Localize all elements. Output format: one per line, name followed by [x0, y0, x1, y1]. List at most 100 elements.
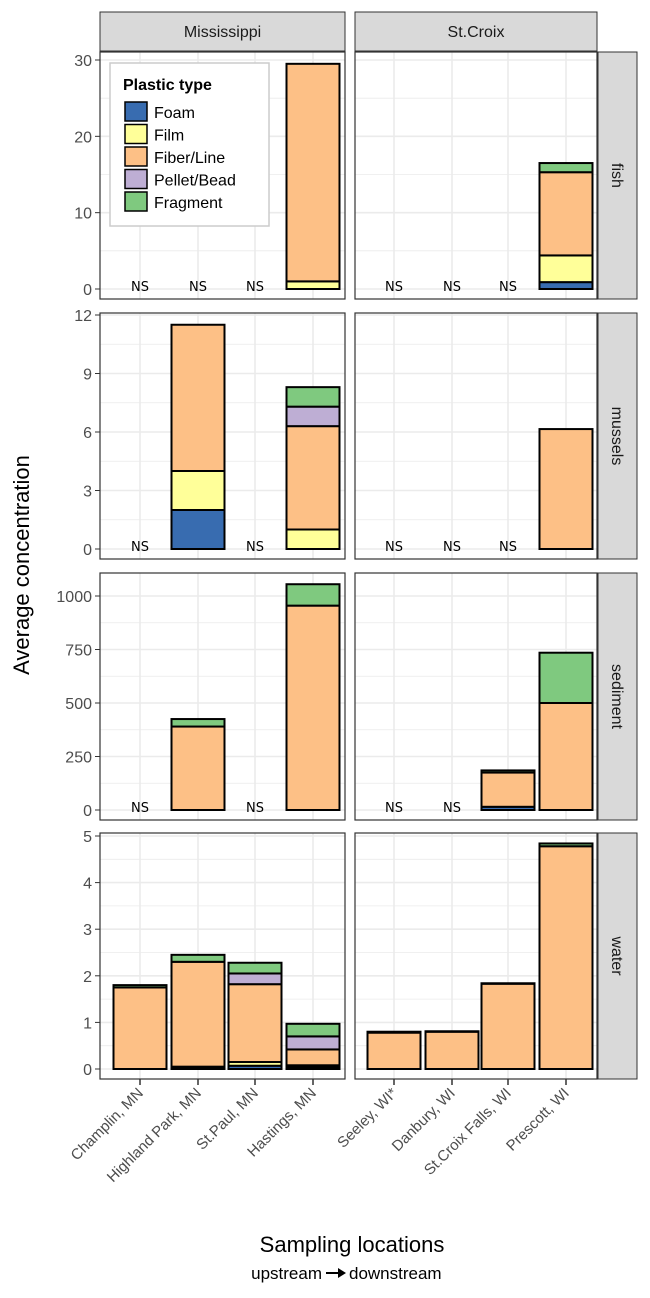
bar-segment-fragment: [112, 984, 168, 989]
not-sampled-label: NS: [385, 540, 403, 555]
facet-strip-mississippi: [99, 11, 346, 52]
bar-segment-fiber-line: [480, 982, 536, 1070]
not-sampled-label: NS: [443, 540, 461, 555]
bar-segment-fiber-line: [366, 1031, 422, 1070]
bar-segment-fragment: [170, 718, 226, 728]
arrow-right-icon: [326, 1268, 346, 1278]
bar-segment-fiber-line: [285, 425, 341, 531]
panel-border: [99, 832, 346, 1080]
not-sampled-label: NS: [499, 540, 517, 555]
y-tick-label: 3: [83, 922, 92, 939]
legend: Plastic type Foam Film Fiber/Line Pellet/Bea…: [109, 62, 270, 227]
facet-strip-label: water: [608, 935, 625, 976]
facet-strip-water: [597, 832, 638, 1080]
bar-segment-fiber-line: [480, 771, 536, 808]
legend-key-film: [124, 123, 148, 145]
bar-segment-film: [285, 280, 341, 291]
y-tick-label: 4: [83, 876, 92, 893]
panel-mississippi-sediment: NS NS: [99, 572, 346, 821]
bar-segment-film: [170, 470, 226, 511]
legend-title: Plastic type: [123, 77, 212, 94]
bar-segment-pellet-bead: [285, 1035, 341, 1051]
not-sampled-label: NS: [499, 280, 517, 295]
y-tick-label: 5: [83, 829, 92, 846]
not-sampled-label: NS: [385, 280, 403, 295]
panel-mississippi-water: [99, 832, 346, 1080]
bar-segment-fiber-line: [285, 62, 341, 283]
y-tick-label: 3: [83, 484, 92, 501]
legend-key-foam: [124, 101, 148, 122]
y-axis-title: Average concentration: [9, 455, 34, 675]
bar-segment-fiber-line: [538, 171, 594, 257]
bar-segment-fragment: [424, 1030, 480, 1033]
bar-segment-fragment: [480, 769, 536, 774]
bar-segment-foam: [170, 509, 226, 550]
y-tick-label: 1: [83, 1015, 92, 1032]
panel-stcroix-fish: NS NS NS: [354, 51, 598, 300]
y-tick-label: 750: [65, 643, 92, 660]
panel-mississippi-mussels: NS NS: [99, 312, 346, 560]
y-tick-label: 0: [83, 542, 92, 559]
not-sampled-label: NS: [131, 801, 149, 816]
bar-segment-film: [538, 254, 594, 284]
legend-label: Foam: [154, 105, 195, 122]
not-sampled-label: NS: [246, 540, 264, 555]
bar-segment-fragment: [227, 961, 283, 975]
legend-key-fragment: [124, 191, 148, 212]
panel-stcroix-water: [354, 832, 598, 1080]
panel-border: [354, 312, 598, 560]
legend-label: Pellet/Bead: [154, 173, 236, 190]
bar-segment-fiber-line: [170, 960, 226, 1068]
bar-segment-fragment: [366, 1030, 422, 1034]
y-tick-label: 0: [83, 803, 92, 820]
bar-segment-fragment: [285, 583, 341, 607]
not-sampled-label: NS: [189, 280, 207, 295]
facet-strip-sediment: [597, 572, 638, 821]
bar-segment-fiber-line: [285, 1048, 341, 1067]
x-axis-subtitle: upstream downstream: [251, 1264, 441, 1283]
not-sampled-label: NS: [443, 280, 461, 295]
y-tick-label: 1000: [56, 589, 92, 606]
bar-segment-fragment: [285, 1022, 341, 1038]
legend-key-fiber-line: [124, 146, 148, 167]
panel-border: [354, 572, 598, 821]
bar-segment-fragment: [170, 953, 226, 963]
y-tick-label: 250: [65, 750, 92, 767]
y-tick-label: 6: [83, 425, 92, 442]
bar-segment-fragment: [285, 386, 341, 408]
bar-segment-fiber-line: [538, 845, 594, 1071]
facet-strip-fish: [597, 51, 638, 300]
facet-strip-label: Mississippi: [184, 24, 261, 41]
panel-stcroix-sediment: NS NS: [354, 572, 598, 821]
facet-strip-mussels: [597, 312, 638, 560]
panel-border: [354, 51, 598, 300]
y-tick-label: 30: [74, 53, 92, 70]
y-tick-label: 0: [83, 282, 92, 299]
bar-segment-fiber-line: [170, 725, 226, 811]
not-sampled-label: NS: [246, 280, 264, 295]
legend-label: Fiber/Line: [154, 150, 225, 167]
bar-segment-pellet-bead: [285, 405, 341, 428]
bar-segment-fragment: [480, 982, 536, 985]
not-sampled-label: NS: [443, 801, 461, 816]
y-tick-label: 0: [83, 1062, 92, 1079]
bar-segment-fiber-line: [538, 428, 594, 551]
y-tick-label: 500: [65, 696, 92, 713]
not-sampled-label: NS: [131, 280, 149, 295]
bar-segment-fragment: [538, 842, 594, 848]
legend-label: Fragment: [154, 195, 223, 212]
bar-segment-foam: [538, 281, 594, 291]
upstream-label: upstream: [251, 1264, 322, 1283]
facet-strip-stcroix: [354, 11, 598, 52]
x-axis-title: Sampling locations: [260, 1232, 445, 1257]
bar-segment-fiber-line: [538, 702, 594, 811]
y-tick-label: 10: [74, 206, 92, 223]
bar-segment-fragment: [538, 651, 594, 705]
legend-label: Film: [154, 128, 184, 145]
y-tick-label: 2: [83, 969, 92, 986]
not-sampled-label: NS: [385, 801, 403, 816]
downstream-label: downstream: [349, 1264, 442, 1283]
not-sampled-label: NS: [246, 801, 264, 816]
bar-segment-pellet-bead: [227, 972, 283, 986]
facet-strip-label: mussels: [608, 407, 625, 466]
